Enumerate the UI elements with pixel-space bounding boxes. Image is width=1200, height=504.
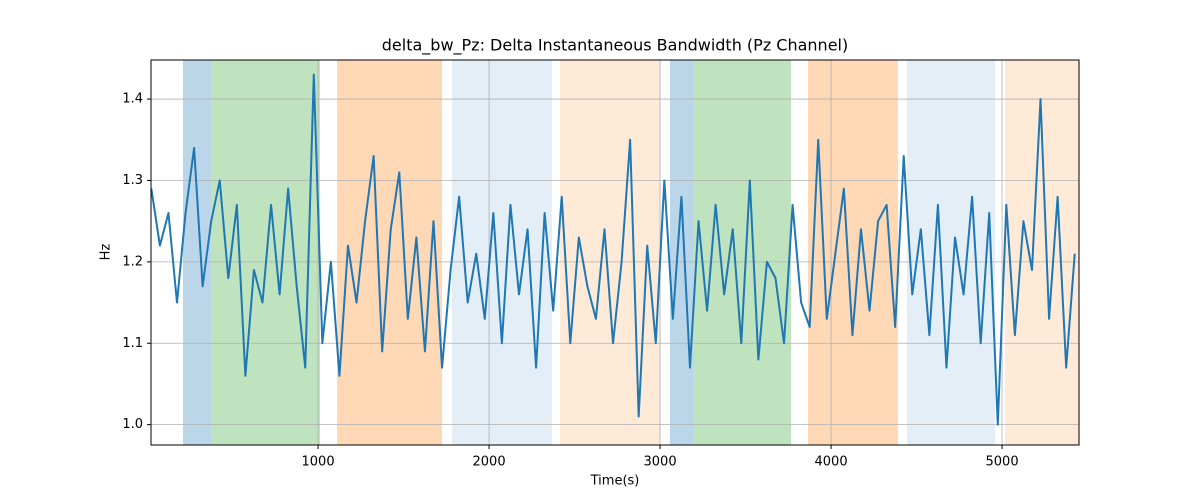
x-tick-label: 2000 (473, 455, 506, 470)
y-tick-label: 1.0 (122, 417, 143, 432)
shaded-span (906, 60, 996, 445)
x-tick-label: 3000 (644, 455, 677, 470)
chart-title: delta_bw_Pz: Delta Instantaneous Bandwid… (382, 36, 848, 56)
y-axis-label: Hz (99, 244, 114, 261)
shaded-span (560, 60, 661, 445)
x-tick-label: 4000 (815, 455, 848, 470)
data-line (150, 73, 1076, 426)
plot-frame (150, 59, 1080, 446)
x-tick-label: 5000 (986, 455, 1019, 470)
shaded-span (693, 60, 792, 445)
y-tick-label: 1.2 (122, 254, 143, 269)
shaded-span (669, 60, 694, 445)
y-tick-label: 1.4 (122, 92, 143, 107)
shaded-span (807, 60, 898, 445)
x-tick-label: 1000 (302, 455, 335, 470)
y-tick-label: 1.1 (122, 336, 143, 351)
y-tick-label: 1.3 (122, 173, 143, 188)
x-axis-label: Time(s) (590, 474, 640, 489)
shaded-span (211, 60, 320, 445)
shaded-span (451, 60, 552, 445)
